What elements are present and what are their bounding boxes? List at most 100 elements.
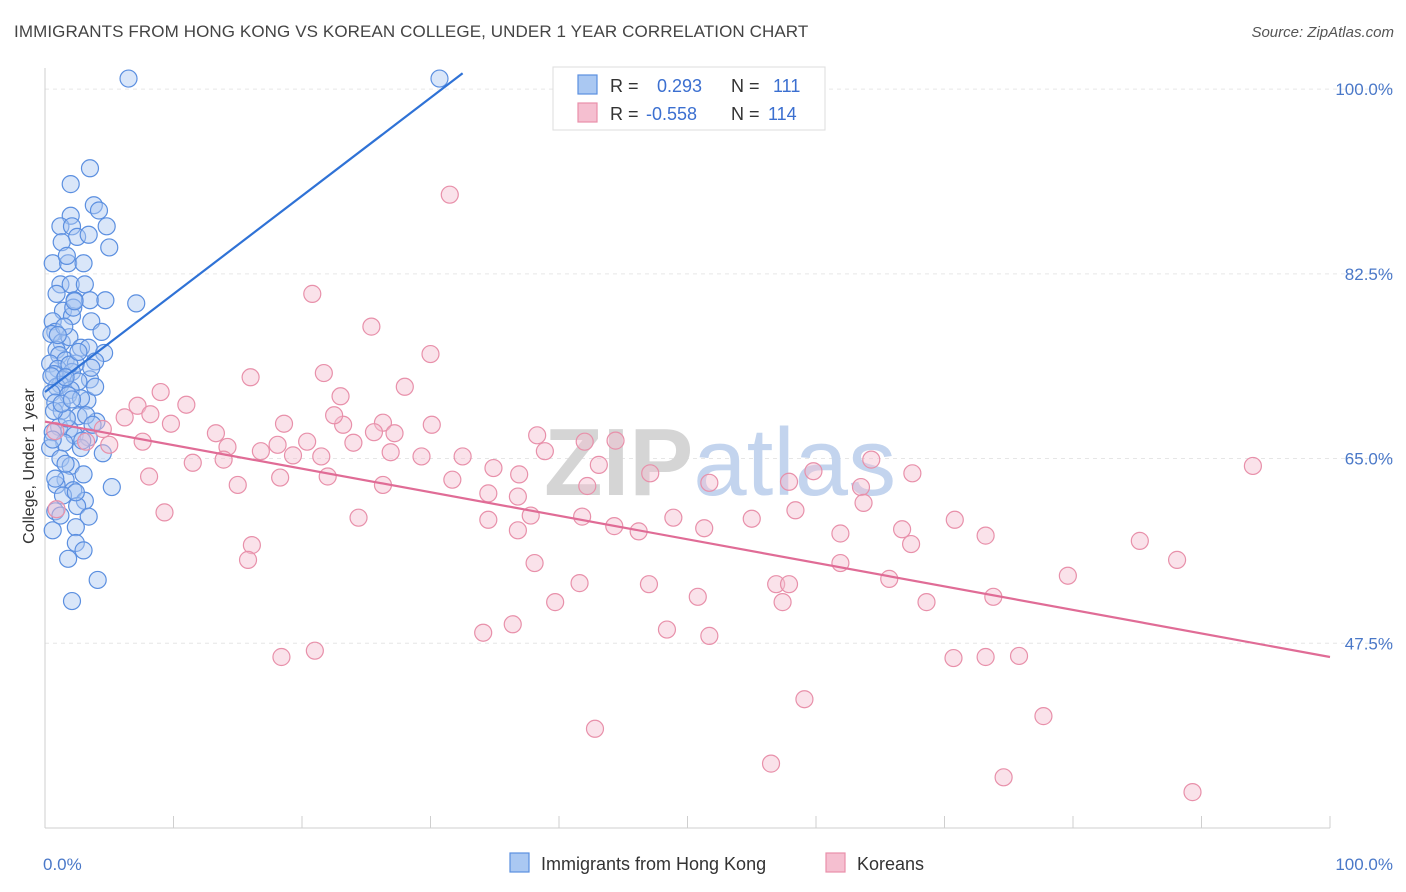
x-tick-label-1: 100.0% bbox=[1335, 855, 1393, 874]
data-point-s1-18 bbox=[206, 424, 226, 443]
data-point-s1-107 bbox=[585, 719, 605, 738]
data-point-s1-79 bbox=[976, 526, 995, 545]
data-point-s1-3 bbox=[314, 363, 333, 383]
data-point-s1-49 bbox=[443, 470, 462, 489]
data-point-s1-4 bbox=[421, 344, 440, 364]
y-tick-label-0: 47.5% bbox=[1345, 634, 1393, 653]
data-point-s1-23 bbox=[422, 415, 441, 434]
data-point-s1-39 bbox=[535, 442, 554, 461]
data-point-s1-9 bbox=[177, 395, 196, 414]
data-point-s1-17 bbox=[161, 414, 181, 433]
data-point-s0-13 bbox=[43, 254, 62, 273]
data-point-s0-86 bbox=[44, 401, 64, 421]
x-tick-label-0: 0.0% bbox=[43, 855, 82, 874]
data-point-s0-79 bbox=[43, 521, 62, 540]
data-point-s1-58 bbox=[851, 477, 871, 497]
data-point-s1-56 bbox=[804, 462, 823, 481]
data-point-s1-81 bbox=[773, 593, 792, 612]
series-points-0 bbox=[41, 69, 449, 611]
data-point-s0-94 bbox=[42, 367, 61, 386]
data-point-s0-18 bbox=[75, 275, 94, 294]
data-point-s1-7 bbox=[331, 387, 350, 406]
data-point-s0-12 bbox=[100, 238, 119, 257]
data-point-s1-74 bbox=[786, 501, 805, 520]
data-point-s1-12 bbox=[115, 408, 134, 427]
data-point-s1-46 bbox=[271, 468, 290, 487]
data-point-s1-24 bbox=[364, 423, 384, 442]
data-point-s1-88 bbox=[474, 623, 493, 642]
data-point-s1-82 bbox=[657, 620, 677, 639]
data-point-s1-0 bbox=[440, 185, 459, 204]
legend-r-label-hongkong: R = bbox=[610, 76, 639, 96]
watermark: ZIPatlas bbox=[544, 409, 896, 516]
data-point-s1-105 bbox=[1034, 707, 1053, 726]
data-point-s0-93 bbox=[79, 225, 98, 244]
data-point-s1-63 bbox=[238, 550, 258, 569]
data-point-s0-28 bbox=[92, 322, 111, 341]
legend-n-value-koreans: 114 bbox=[768, 104, 797, 124]
legend-r-value-hongkong: 0.293 bbox=[657, 76, 702, 96]
data-point-s1-59 bbox=[903, 464, 922, 483]
data-point-s0-31 bbox=[60, 328, 79, 347]
data-point-s0-9 bbox=[97, 217, 116, 236]
data-point-s1-106 bbox=[1183, 783, 1202, 802]
y-tick-label-1: 65.0% bbox=[1345, 450, 1393, 469]
watermark-zip: ZIP bbox=[544, 409, 693, 516]
data-point-s0-109 bbox=[86, 377, 105, 396]
data-point-s1-52 bbox=[578, 476, 597, 496]
data-point-s0-77 bbox=[79, 507, 98, 526]
data-point-s1-6 bbox=[241, 368, 260, 387]
data-point-s1-10 bbox=[128, 396, 147, 415]
data-point-s1-80 bbox=[767, 575, 786, 594]
data-point-s1-2 bbox=[362, 317, 381, 336]
data-point-s1-95 bbox=[944, 648, 963, 668]
data-point-s1-50 bbox=[479, 484, 498, 503]
data-point-s1-85 bbox=[570, 574, 589, 593]
data-point-s0-70 bbox=[47, 475, 66, 495]
data-point-s0-107 bbox=[48, 325, 67, 345]
data-point-s0-0 bbox=[119, 69, 138, 88]
data-point-s1-83 bbox=[700, 626, 719, 645]
data-point-s0-75 bbox=[68, 496, 87, 516]
data-point-s1-111 bbox=[901, 534, 921, 554]
data-point-s1-29 bbox=[283, 446, 303, 465]
data-point-s1-13 bbox=[93, 419, 112, 439]
data-point-s1-61 bbox=[155, 503, 174, 522]
trend-line-0 bbox=[44, 72, 464, 393]
data-point-s1-113 bbox=[47, 500, 66, 519]
data-point-s0-22 bbox=[127, 294, 146, 313]
data-point-s0-91 bbox=[47, 284, 66, 303]
legend-n-label-koreans: N = bbox=[731, 104, 760, 124]
data-point-s0-97 bbox=[52, 394, 71, 413]
data-point-s1-43 bbox=[183, 453, 202, 472]
data-point-s1-103 bbox=[761, 754, 781, 773]
data-point-s0-98 bbox=[77, 406, 96, 425]
y-tick-label-2: 82.5% bbox=[1345, 265, 1393, 284]
data-point-s1-109 bbox=[305, 641, 324, 660]
data-point-s1-72 bbox=[695, 519, 714, 538]
data-point-s1-100 bbox=[1167, 550, 1187, 569]
data-point-s1-93 bbox=[880, 569, 899, 588]
data-point-s1-27 bbox=[251, 442, 270, 461]
data-point-s1-40 bbox=[575, 432, 594, 451]
data-point-s0-110 bbox=[65, 292, 84, 311]
data-point-s1-15 bbox=[100, 435, 119, 454]
legend-box bbox=[552, 66, 826, 131]
data-point-s1-30 bbox=[298, 432, 317, 451]
data-point-s1-75 bbox=[831, 524, 850, 543]
data-point-s0-20 bbox=[80, 291, 100, 310]
data-point-s1-62 bbox=[242, 536, 261, 555]
data-point-s1-36 bbox=[484, 458, 503, 478]
data-point-s1-101 bbox=[1243, 456, 1263, 476]
data-point-s0-81 bbox=[74, 541, 93, 560]
legend-bottom-swatch-koreans bbox=[825, 852, 846, 873]
data-point-s1-60 bbox=[139, 467, 159, 486]
data-point-s0-96 bbox=[69, 342, 88, 362]
data-point-s1-19 bbox=[274, 414, 294, 433]
data-point-s1-57 bbox=[862, 450, 881, 469]
data-point-s0-3 bbox=[61, 175, 80, 194]
trend-lines bbox=[44, 72, 1331, 659]
data-point-s1-104 bbox=[994, 768, 1013, 787]
data-point-s0-68 bbox=[74, 465, 93, 484]
data-point-s0-84 bbox=[62, 591, 82, 611]
